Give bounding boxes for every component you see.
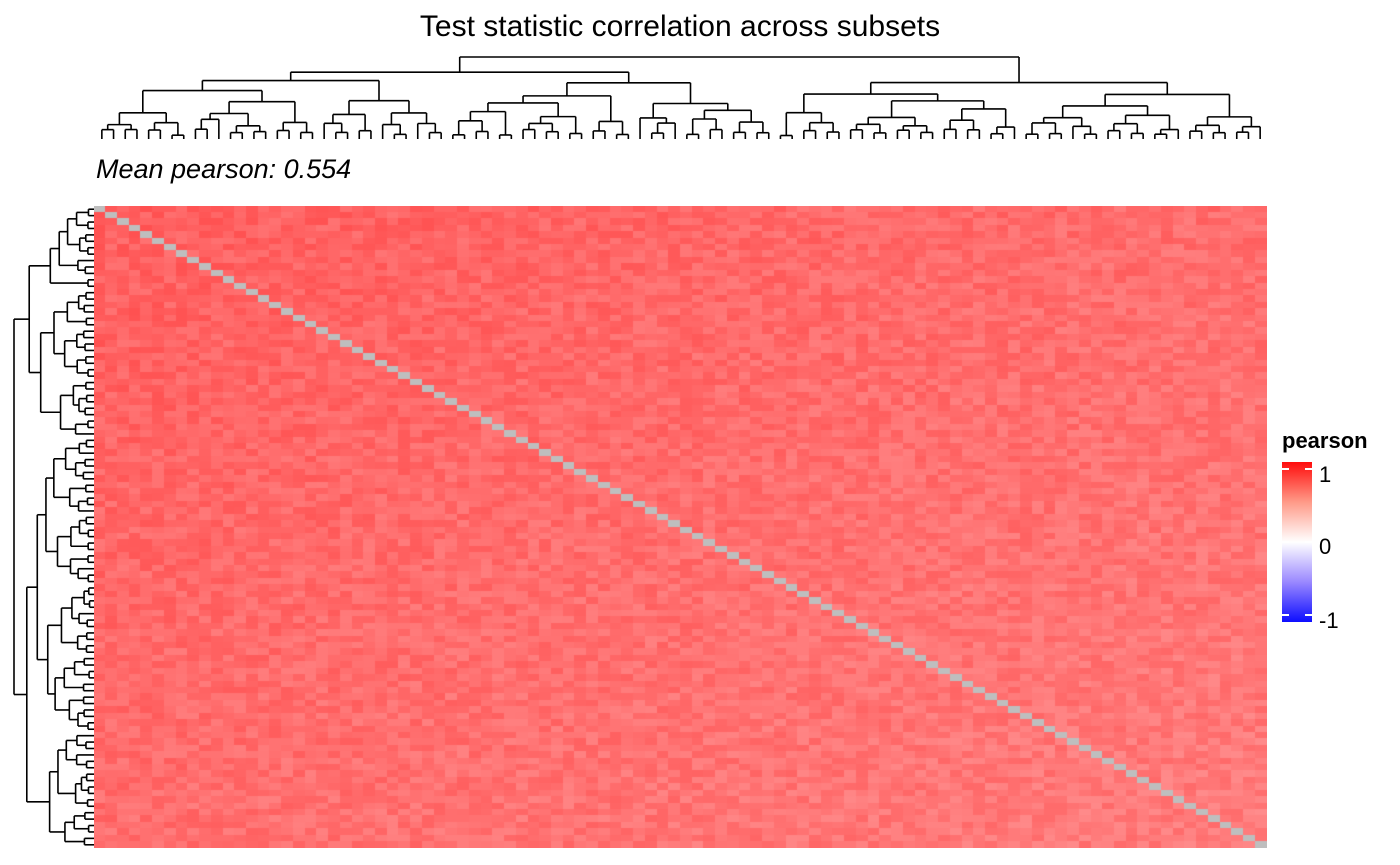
legend-title: pearson: [1282, 428, 1368, 453]
column-dendrogram: [101, 56, 1261, 139]
chart-title: Test statistic correlation across subset…: [419, 10, 941, 43]
correlation-heatmap: [94, 206, 1267, 848]
chart-subtitle: Mean pearson: 0.554: [96, 154, 352, 184]
legend-tick-label-low: -1: [1319, 608, 1339, 633]
legend-tick-label-mid: 0: [1319, 534, 1332, 559]
color-legend: pearson 1 0 -1: [1282, 428, 1397, 633]
legend-tick-label-high: 1: [1319, 462, 1332, 487]
row-dendrogram: [13, 208, 94, 846]
legend-colorbar: [1282, 462, 1312, 622]
